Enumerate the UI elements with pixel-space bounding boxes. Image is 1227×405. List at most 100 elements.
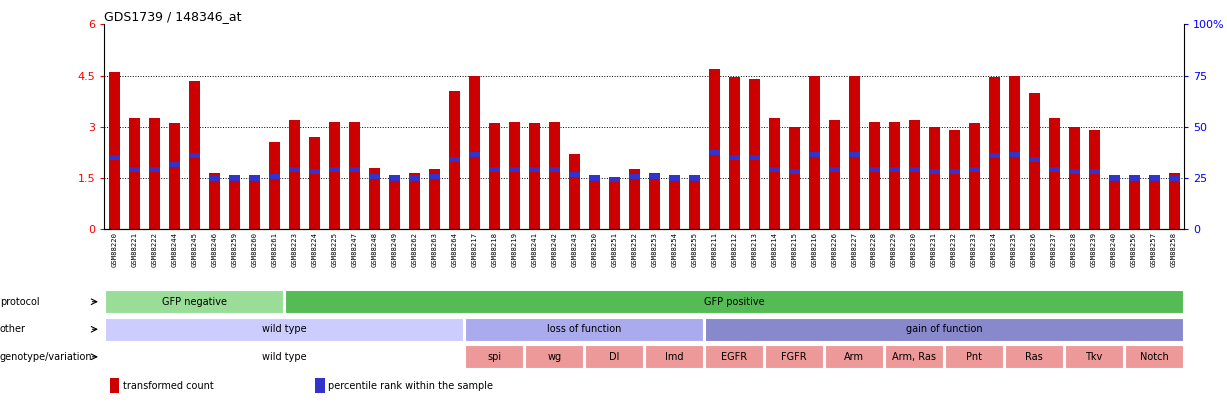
Bar [249, 175, 260, 181]
Text: GSM88234: GSM88234 [991, 232, 998, 266]
Bar [885, 345, 944, 369]
Text: GSM88213: GSM88213 [751, 232, 757, 266]
Text: GSM88236: GSM88236 [1031, 232, 1037, 266]
Text: gain of function: gain of function [906, 324, 983, 334]
Text: GSM88211: GSM88211 [712, 232, 717, 266]
Text: GSM88237: GSM88237 [1052, 232, 1058, 266]
Bar [706, 318, 1183, 341]
Text: GSM88216: GSM88216 [811, 232, 817, 266]
Bar [169, 124, 180, 229]
Text: percentile rank within the sample: percentile rank within the sample [329, 381, 493, 391]
Bar [1129, 176, 1140, 229]
Bar [945, 345, 1004, 369]
Bar [1108, 175, 1119, 229]
Bar [389, 175, 400, 181]
Text: GSM88222: GSM88222 [151, 232, 157, 266]
Bar [269, 174, 280, 179]
Text: GSM88219: GSM88219 [512, 232, 518, 266]
Bar [148, 167, 160, 172]
Bar [1125, 345, 1183, 369]
Text: Pnt: Pnt [966, 352, 982, 362]
Bar [309, 137, 320, 229]
Text: GSM88257: GSM88257 [1151, 232, 1157, 266]
Text: protocol: protocol [0, 297, 39, 307]
Bar [789, 168, 800, 174]
Bar [106, 318, 464, 341]
Text: Arm, Ras: Arm, Ras [892, 352, 936, 362]
Text: GSM88247: GSM88247 [351, 232, 357, 266]
Bar [109, 155, 120, 160]
Bar [628, 174, 639, 179]
Bar [1148, 175, 1160, 181]
Bar [189, 153, 200, 158]
Text: GSM88212: GSM88212 [731, 232, 737, 266]
Bar [1129, 175, 1140, 181]
Text: GFP positive: GFP positive [704, 297, 764, 307]
Bar [706, 345, 763, 369]
Bar [645, 345, 703, 369]
Bar [129, 167, 140, 172]
Bar [106, 345, 464, 369]
Bar [688, 176, 699, 229]
Bar [585, 345, 643, 369]
Text: loss of function: loss of function [547, 324, 621, 334]
Bar [465, 345, 523, 369]
Bar [288, 120, 299, 229]
Bar [1009, 76, 1020, 229]
Bar [1148, 175, 1160, 229]
Text: transformed count: transformed count [123, 381, 213, 391]
Bar [968, 124, 979, 229]
Bar [348, 122, 360, 229]
Bar [169, 162, 180, 167]
Bar [609, 180, 620, 229]
Text: Arm: Arm [844, 352, 864, 362]
Text: GSM88245: GSM88245 [191, 232, 198, 266]
Bar [688, 175, 699, 181]
Text: GSM88248: GSM88248 [372, 232, 377, 266]
Text: GSM88220: GSM88220 [112, 232, 118, 266]
Text: GSM88261: GSM88261 [271, 232, 277, 266]
Text: GSM88231: GSM88231 [931, 232, 937, 266]
Bar [669, 175, 680, 181]
Text: GSM88232: GSM88232 [951, 232, 957, 266]
Text: GSM88229: GSM88229 [891, 232, 897, 266]
Bar [148, 118, 160, 229]
Bar [1088, 130, 1099, 229]
Bar [1028, 157, 1039, 162]
Bar [948, 168, 960, 174]
Bar [109, 378, 119, 393]
Text: GSM88240: GSM88240 [1112, 232, 1117, 266]
Bar [449, 157, 460, 162]
Bar [309, 168, 320, 174]
Bar [768, 118, 779, 229]
Bar [369, 168, 379, 229]
Text: wild type: wild type [261, 324, 307, 334]
Bar [525, 345, 583, 369]
Bar [209, 173, 220, 229]
Text: GSM88238: GSM88238 [1071, 232, 1077, 266]
Bar [809, 76, 820, 229]
Bar [989, 77, 1000, 229]
Text: wg: wg [547, 352, 561, 362]
Text: EGFR: EGFR [721, 352, 747, 362]
Text: GDS1739 / 148346_at: GDS1739 / 148346_at [104, 10, 242, 23]
Bar [609, 177, 620, 182]
Text: GSM88227: GSM88227 [852, 232, 858, 266]
Bar [669, 176, 680, 229]
Text: GSM88228: GSM88228 [871, 232, 877, 266]
Bar [1009, 151, 1020, 157]
Bar [369, 174, 379, 179]
Bar [228, 176, 239, 229]
Text: GFP negative: GFP negative [162, 297, 227, 307]
Text: GSM88250: GSM88250 [591, 232, 598, 266]
Bar [189, 81, 200, 229]
Bar [1049, 167, 1060, 172]
Bar [1028, 93, 1039, 229]
Bar [209, 175, 220, 181]
Bar [828, 120, 839, 229]
Text: Notch: Notch [1140, 352, 1168, 362]
Bar [1108, 175, 1119, 181]
Bar [849, 151, 860, 157]
Bar [315, 378, 325, 393]
Bar [329, 122, 340, 229]
